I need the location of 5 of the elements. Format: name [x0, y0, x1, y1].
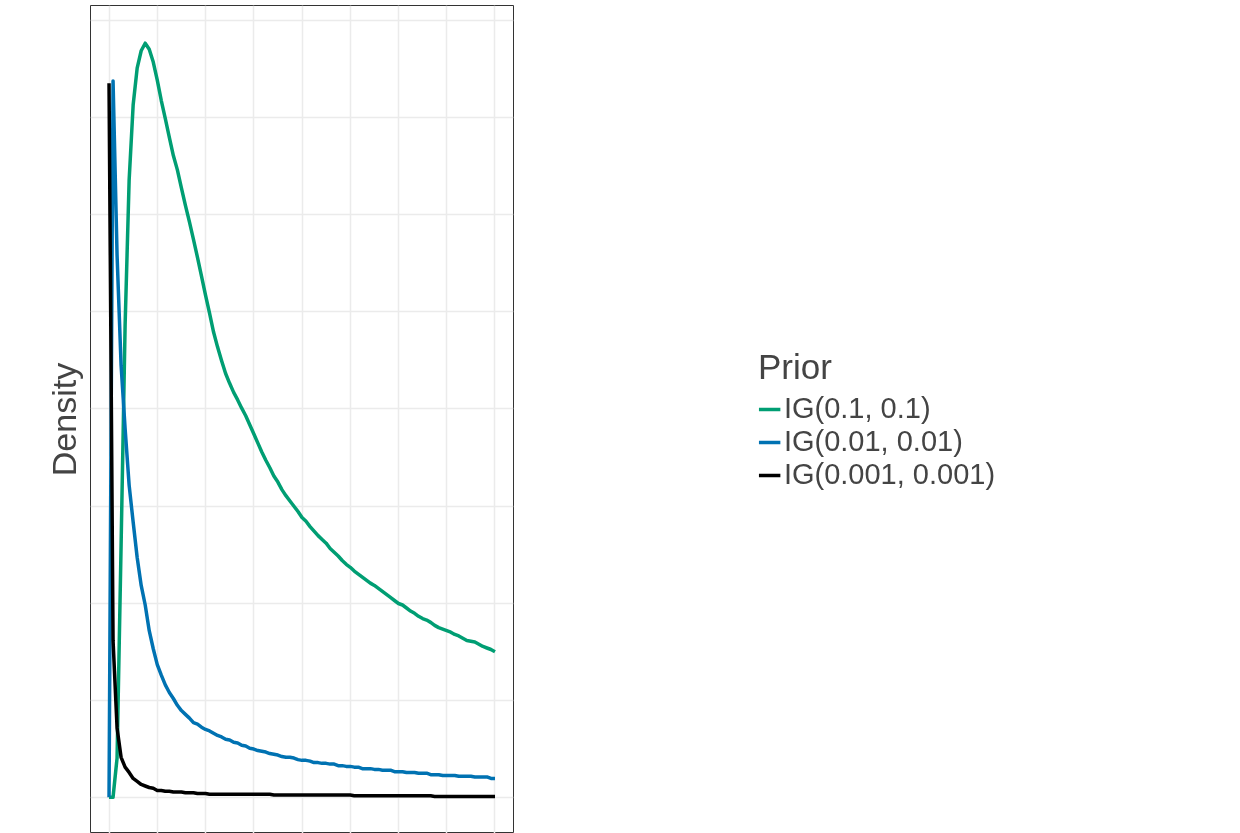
legend-label: IG(0.001, 0.001): [783, 458, 996, 491]
legend-title: Prior: [757, 347, 833, 387]
legend-label: IG(0.1, 0.1): [783, 392, 931, 425]
y-axis-title: Density: [44, 362, 83, 477]
legend-label: IG(0.01, 0.01): [783, 425, 963, 458]
